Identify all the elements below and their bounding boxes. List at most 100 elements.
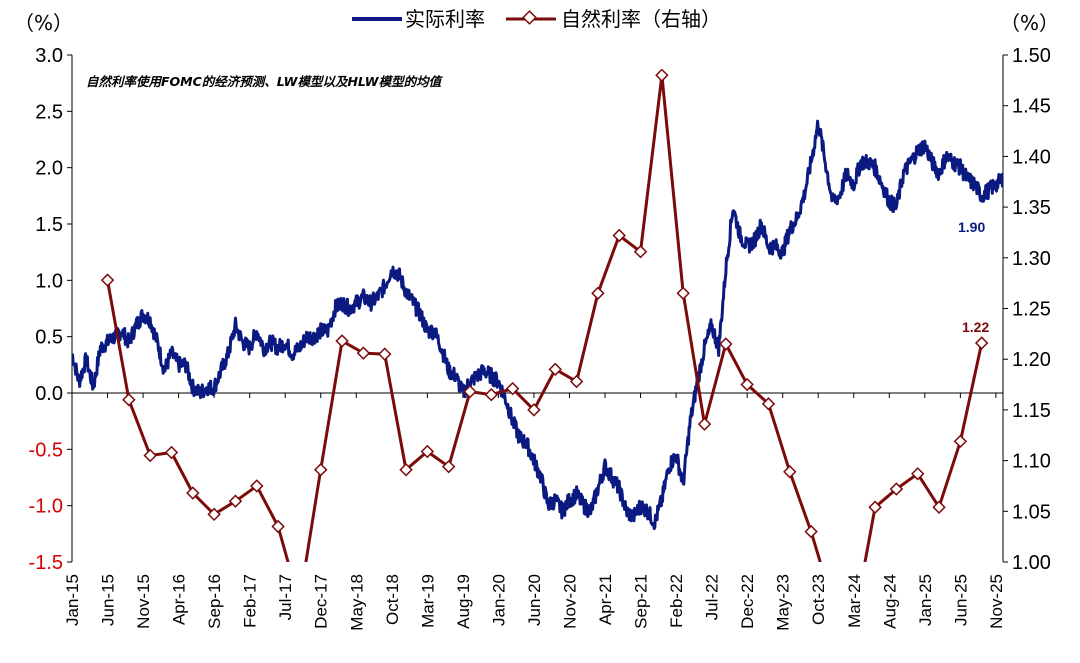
y-left-tick-label: -1.5 (29, 552, 63, 574)
natural-rate-marker (207, 507, 221, 522)
natural-rate-marker (804, 524, 818, 539)
x-tick-label: Sep-16 (205, 574, 224, 629)
y-left-tick-label: 0.5 (35, 327, 63, 349)
x-tick-label: Jul-22 (703, 574, 722, 620)
x-tick-label: May-23 (774, 574, 793, 631)
y-left-tick-label: 0.0 (35, 383, 63, 405)
y-right-tick-label: 1.30 (1012, 248, 1051, 270)
legend-marker-natural-rate (522, 10, 537, 25)
y-right-tick-label: 1.00 (1012, 552, 1051, 574)
legend-item-real-rate: 实际利率 (352, 7, 485, 31)
x-tick-label: Aug-19 (454, 574, 473, 629)
x-tick-label: Dec-22 (738, 574, 757, 629)
natural-rate-marker (868, 500, 882, 514)
natural-rate-marker (250, 479, 264, 493)
natural-rate-marker (591, 286, 605, 301)
natural-rate-marker (399, 463, 413, 477)
series-line-natural-rate (106, 73, 984, 562)
y-right-tick-label: 1.10 (1012, 451, 1051, 473)
y-right-tick-label: 1.25 (1012, 299, 1051, 321)
x-tick-label: Feb-22 (667, 574, 686, 628)
natural-rate-marker (676, 286, 690, 301)
natural-rate-marker (164, 445, 179, 460)
y-right-tick-label: 1.45 (1012, 96, 1051, 118)
natural-rate-marker (569, 374, 584, 389)
series-line-real-rate (72, 119, 1003, 531)
natural-rate-marker (294, 597, 305, 608)
y-left-tick-label: 3.0 (35, 45, 63, 67)
y-left-tick-label: 2.0 (35, 158, 63, 180)
natural-rate-marker (143, 448, 157, 463)
x-tick-label: May-18 (347, 574, 366, 631)
natural-rate-marker (827, 597, 838, 608)
natural-rate-marker (911, 467, 925, 481)
x-tick-label: Apr-21 (596, 574, 615, 625)
x-tick-label: Mar-19 (418, 574, 437, 628)
natural-rate-marker (356, 346, 371, 360)
natural-rate-marker (441, 459, 456, 474)
natural-rate-marker (889, 482, 904, 496)
y-left-tick-label: 2.5 (35, 101, 63, 123)
x-tick-label: Jan-20 (489, 574, 508, 626)
natural-rate-marker (612, 228, 626, 243)
natural-rate-marker (271, 519, 285, 534)
natural-rate-marker (186, 486, 200, 500)
natural-rate-marker (314, 463, 328, 477)
natural-rate-marker (655, 68, 669, 82)
x-tick-label: Nov-20 (560, 574, 579, 629)
natural-rate-marker (633, 244, 648, 259)
y-left-tick-label: 1.5 (35, 214, 63, 236)
y-right-tick-label: 1.05 (1012, 501, 1051, 523)
natural-rate-marker (122, 393, 136, 407)
y-right-tick-label: 1.20 (1012, 349, 1051, 371)
x-tick-label: Jun-25 (951, 574, 970, 626)
right-axis-unit: （%） (1000, 11, 1059, 35)
y-right-tick-label: 1.40 (1012, 146, 1051, 168)
x-tick-label: Dec-17 (312, 574, 331, 629)
x-tick-label: Oct-18 (383, 574, 402, 625)
x-tick-label: Apr-16 (170, 574, 189, 625)
x-tick-label: Oct-23 (809, 574, 828, 625)
natural-rate-marker (377, 347, 392, 361)
natural-rate-marker (463, 384, 477, 399)
natural-rate-marker (228, 494, 243, 508)
x-tick-label: Jul-17 (276, 574, 295, 620)
legend-item-natural-rate: 自然利率（右轴） (506, 7, 721, 31)
natural-rate-marker (740, 377, 754, 392)
natural-rate-marker (974, 336, 989, 350)
x-tick-label: Jan-25 (916, 574, 935, 626)
legend-label-real-rate: 实际利率 (405, 7, 485, 31)
x-tick-label: Sep-21 (632, 574, 651, 629)
y-right-ticks: 1.50 1.45 1.40 1.35 1.30 1.25 1.20 1.15 1.10 1.05… (1003, 45, 1051, 574)
natural-rate-marker (100, 273, 115, 287)
left-axis-unit: （%） (14, 11, 73, 35)
natural-rate-marker (335, 334, 349, 348)
series-markers-natural-rate (100, 68, 989, 608)
natural-rate-marker (783, 465, 797, 479)
plot-frame (71, 55, 1004, 562)
x-tick-label: Jun-15 (99, 574, 118, 626)
legend-label-natural-rate: 自然利率（右轴） (561, 7, 721, 31)
end-label-real-rate: 1.90 (958, 219, 985, 235)
legend: 实际利率 自然利率（右轴） (352, 7, 721, 31)
natural-rate-marker (527, 403, 541, 417)
chart-note: 自然利率使用FOMC的经济预测、LW模型以及HLW模型的均值 (86, 74, 444, 89)
y-right-tick-label: 1.15 (1012, 400, 1051, 422)
x-tick-label: Aug-24 (880, 574, 899, 629)
x-tick-label: Feb-17 (241, 574, 260, 628)
x-tick-label: Jun-20 (525, 574, 544, 626)
x-tick-label: Mar-24 (845, 574, 864, 628)
x-tick-label: Nov-25 (987, 574, 1006, 629)
natural-rate-marker (697, 417, 712, 431)
natural-rate-marker (548, 362, 562, 377)
natural-rate-marker (761, 397, 776, 411)
natural-rate-marker (484, 387, 499, 402)
y-right-tick-label: 1.50 (1012, 45, 1051, 67)
y-left-tick-label: 1.0 (35, 270, 63, 292)
x-ticks: Jan-15 Jun-15 Nov-15 Apr-16 Sep-16 Feb-17 Jul-… (63, 393, 1006, 631)
x-tick-label: Jan-15 (63, 574, 82, 626)
end-label-natural-rate: 1.22 (962, 319, 989, 335)
y-left-tick-label: -0.5 (29, 439, 63, 461)
y-right-tick-label: 1.35 (1012, 197, 1051, 219)
